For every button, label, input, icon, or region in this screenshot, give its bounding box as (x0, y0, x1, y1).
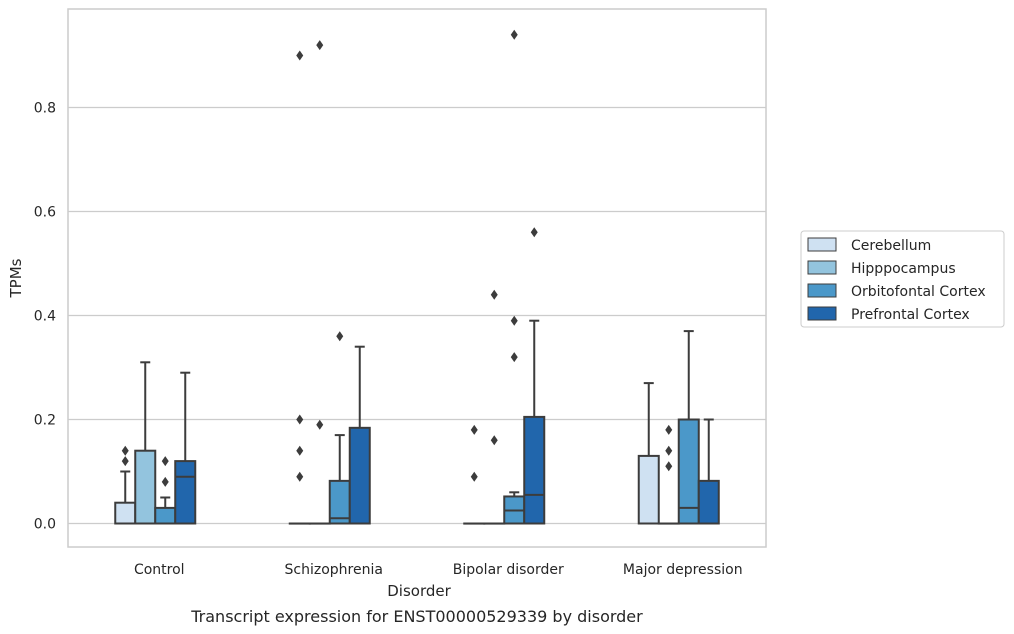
legend: Cerebellum Hipppocampus Orbitofontal Corte… (800, 230, 1005, 328)
outlier-point (510, 29, 518, 40)
outlier-point (510, 315, 518, 326)
legend-swatch (807, 283, 837, 298)
legend-label: Prefrontal Cortex (851, 307, 970, 323)
x-axis-ticks: Control Schizophrenia Bipolar disorder Majo… (134, 562, 743, 578)
box-body (328, 479, 351, 525)
box-body (174, 460, 197, 525)
outlier-point (296, 414, 304, 425)
outlier-point (510, 352, 518, 363)
box-body (348, 426, 371, 525)
box-prefrontal-cortex (348, 345, 371, 525)
box-hipppocampus (483, 289, 506, 525)
y-axis-ticks: 0.0 0.2 0.4 0.6 0.8 (34, 101, 56, 533)
legend-label: Orbitofontal Cortex (851, 284, 986, 300)
outlier-point (470, 471, 478, 482)
outlier-point (161, 456, 169, 467)
legend-swatch (807, 237, 837, 252)
box-orbitofontal-cortex (154, 456, 177, 525)
box-cerebellum (288, 50, 311, 525)
plot-frame (67, 8, 767, 548)
box-prefrontal-cortex (174, 371, 197, 525)
box-body (637, 454, 660, 525)
outlier-point (296, 50, 304, 61)
x-axis-label: Disorder (387, 582, 451, 600)
y-tick-label: 0.8 (34, 101, 56, 117)
chart-caption: Transcript expression for ENST0000052933… (190, 607, 643, 626)
x-tick-label: Major depression (623, 562, 743, 578)
outlier-point (470, 424, 478, 435)
outlier-point (296, 445, 304, 456)
outlier-point (665, 424, 673, 435)
outlier-point (121, 445, 129, 456)
legend-frame (800, 230, 1005, 328)
box-body (523, 415, 546, 525)
box-orbitofontal-cortex (503, 29, 526, 525)
box-cerebellum (637, 382, 660, 525)
y-tick-label: 0.2 (34, 413, 56, 429)
legend-swatch (807, 306, 837, 321)
box-prefrontal-cortex (523, 227, 546, 525)
outlier-point (530, 227, 538, 238)
x-tick-label: Schizophrenia (285, 562, 383, 578)
box-body (677, 418, 700, 525)
box-body (697, 479, 720, 525)
outlier-point (490, 289, 498, 300)
x-tick-label: Control (134, 562, 185, 578)
outlier-point (296, 471, 304, 482)
box-orbitofontal-cortex (328, 331, 351, 525)
y-tick-label: 0.4 (34, 309, 56, 325)
outlier-point (490, 435, 498, 446)
box-body (154, 506, 177, 525)
y-tick-label: 0.6 (34, 205, 56, 221)
outlier-point (336, 331, 344, 342)
gridlines (68, 106, 766, 525)
box-hipppocampus (134, 361, 157, 525)
x-tick-label: Bipolar disorder (453, 562, 564, 578)
box-cerebellum (463, 424, 486, 525)
box-body (114, 501, 137, 525)
box-hipppocampus (657, 424, 680, 525)
legend-label: Hipppocampus (851, 261, 956, 277)
box-body (134, 449, 157, 525)
outlier-point (316, 419, 324, 430)
outlier-point (665, 445, 673, 456)
y-tick-label: 0.0 (34, 517, 56, 533)
legend-swatch (807, 260, 837, 275)
box-prefrontal-cortex (697, 418, 720, 525)
y-axis-label: TPMs (7, 258, 25, 298)
outlier-point (316, 40, 324, 51)
outlier-point (161, 476, 169, 487)
box-orbitofontal-cortex (677, 330, 700, 525)
box-hipppocampus (308, 40, 331, 525)
box-cerebellum (114, 445, 137, 525)
legend-label: Cerebellum (851, 238, 931, 254)
outlier-point (121, 456, 129, 467)
box-plot-series (114, 29, 720, 525)
outlier-point (665, 461, 673, 472)
